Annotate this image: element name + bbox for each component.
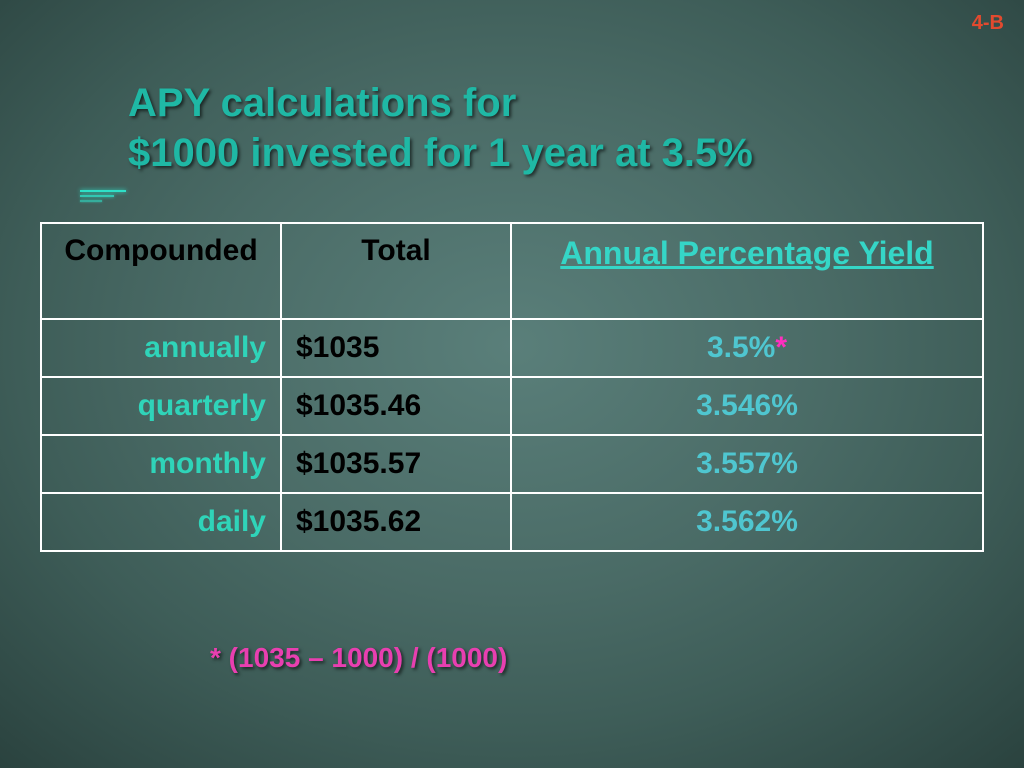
title-bullet-decoration xyxy=(80,190,126,202)
asterisk-icon: * xyxy=(775,331,787,364)
table-row: daily $1035.62 3.562% xyxy=(41,493,983,551)
cell-total: $1035.57 xyxy=(281,435,511,493)
footnote-text: * (1035 – 1000) / (1000) xyxy=(210,642,507,673)
header-apy-cell: Annual Percentage Yield xyxy=(511,223,983,319)
cell-apy: 3.562% xyxy=(511,493,983,551)
apy-value: 3.5% xyxy=(707,331,775,364)
apy-table: Compounded Total Annual Percentage Yield… xyxy=(40,222,984,552)
cell-total: $1035.46 xyxy=(281,377,511,435)
slide-number-tag: 4-B xyxy=(972,12,1004,35)
header-total: Total xyxy=(281,223,511,319)
slide-title-line1: APY calculations for xyxy=(128,78,964,128)
cell-apy: 3.546% xyxy=(511,377,983,435)
table-row: monthly $1035.57 3.557% xyxy=(41,435,983,493)
apy-value: 3.557% xyxy=(696,447,798,480)
footnote: * (1035 – 1000) / (1000) xyxy=(210,642,507,674)
table-body: annually $1035 3.5%* quarterly $1035.46 … xyxy=(41,319,983,551)
table-row: quarterly $1035.46 3.546% xyxy=(41,377,983,435)
cell-apy: 3.557% xyxy=(511,435,983,493)
cell-compounded: monthly xyxy=(41,435,281,493)
header-apy-link[interactable]: Annual Percentage Yield xyxy=(560,235,933,271)
apy-value: 3.546% xyxy=(696,389,798,422)
slide-title-line2: $1000 invested for 1 year at 3.5% xyxy=(128,128,964,178)
apy-value: 3.562% xyxy=(696,505,798,538)
header-compounded: Compounded xyxy=(41,223,281,319)
cell-apy: 3.5%* xyxy=(511,319,983,377)
table-row: annually $1035 3.5%* xyxy=(41,319,983,377)
cell-compounded: annually xyxy=(41,319,281,377)
slide-title: APY calculations for $1000 invested for … xyxy=(128,78,964,178)
cell-compounded: quarterly xyxy=(41,377,281,435)
table-header-row: Compounded Total Annual Percentage Yield xyxy=(41,223,983,319)
cell-total: $1035 xyxy=(281,319,511,377)
cell-compounded: daily xyxy=(41,493,281,551)
slide-number-text: 4-B xyxy=(972,12,1004,34)
cell-total: $1035.62 xyxy=(281,493,511,551)
